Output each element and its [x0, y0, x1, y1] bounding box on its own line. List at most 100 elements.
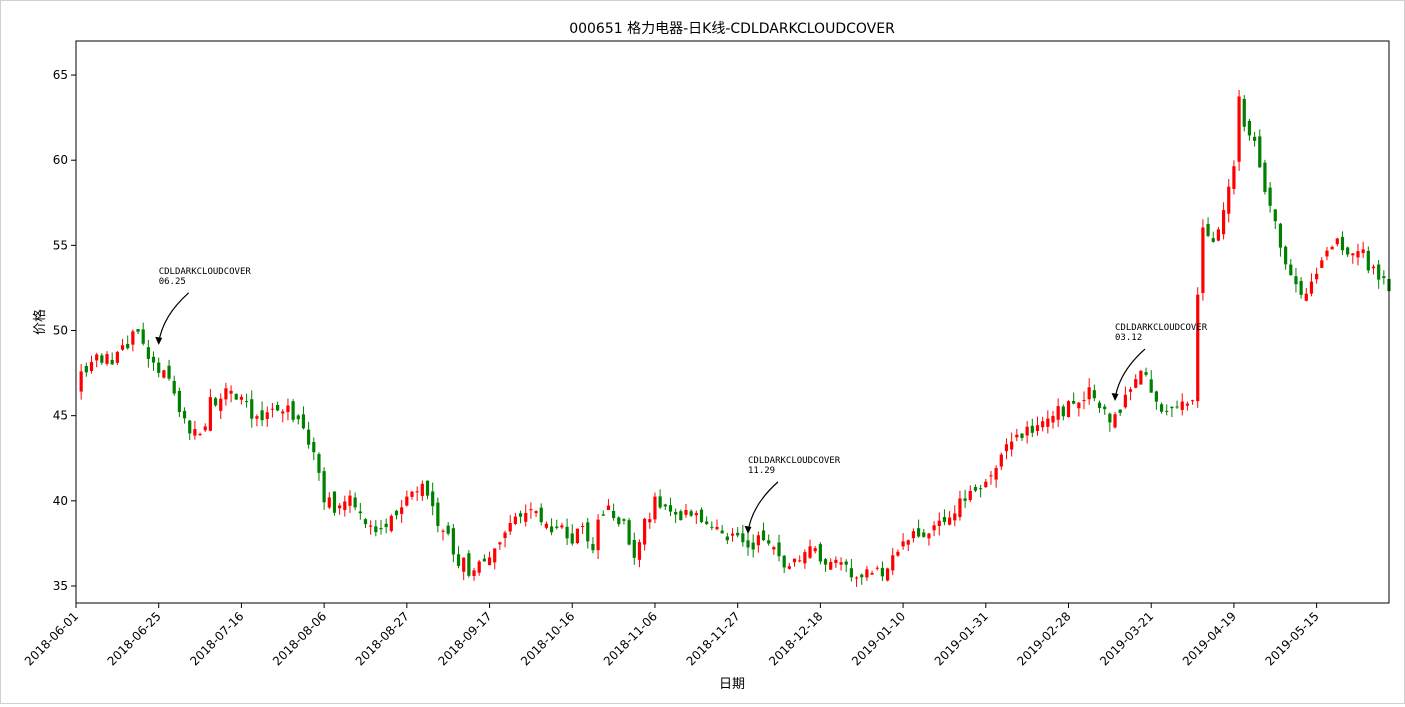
candle-body — [1227, 186, 1231, 214]
candle-body — [1304, 293, 1308, 301]
candle-body — [1237, 96, 1241, 162]
candle-body — [338, 505, 342, 509]
candle-body — [105, 354, 109, 364]
y-tick-label: 35 — [53, 579, 68, 593]
candle-body — [312, 442, 316, 453]
candle-body — [787, 566, 791, 569]
candle-body — [911, 531, 916, 539]
candle-body — [932, 525, 936, 531]
candle-body — [1154, 391, 1158, 402]
x-tick-label: 2018-08-27 — [353, 609, 412, 668]
candle-body — [906, 540, 910, 545]
candle-body — [1258, 136, 1262, 168]
candle-body — [487, 557, 492, 566]
candle-body — [1077, 402, 1081, 409]
candle-body — [999, 454, 1003, 467]
candle-body — [1206, 223, 1210, 236]
candle-body — [95, 354, 99, 361]
candle-body — [518, 513, 523, 517]
x-tick-label: 2018-12-18 — [766, 609, 825, 668]
candle-body — [482, 558, 486, 562]
candle-body — [379, 528, 383, 530]
candle-body — [1108, 413, 1112, 423]
candle-body — [291, 401, 295, 420]
candle-body — [648, 519, 652, 523]
candle-body — [849, 568, 853, 578]
candle-body — [420, 483, 424, 496]
candle-body — [1061, 406, 1065, 417]
candle-body — [219, 398, 223, 411]
candle-body — [451, 528, 455, 555]
candle-body — [498, 542, 502, 545]
candle-body — [653, 496, 657, 520]
candle-body — [658, 496, 662, 508]
candle-body — [198, 434, 202, 436]
y-tick-label: 50 — [53, 324, 68, 338]
candle-body — [89, 362, 94, 372]
candle-body — [1340, 236, 1345, 251]
annotation-arrow — [747, 481, 779, 532]
candle-body — [172, 380, 176, 394]
candle-body — [1289, 264, 1293, 276]
candle-body — [286, 405, 290, 412]
candle-body — [880, 567, 885, 577]
candle-body — [865, 569, 869, 578]
x-tick-label: 2018-11-06 — [601, 609, 660, 668]
y-tick-label: 40 — [53, 494, 68, 508]
candle-body — [1315, 273, 1319, 280]
candle-body — [157, 362, 161, 373]
candle-body — [637, 542, 642, 560]
candle-body — [834, 559, 838, 564]
x-tick-label: 2019-05-15 — [1263, 609, 1322, 668]
candle-body — [1211, 238, 1215, 242]
candle-body — [1139, 370, 1143, 385]
annotation-date: 06.25 — [159, 277, 186, 287]
y-tick-label: 65 — [53, 68, 68, 82]
candle-body — [1025, 426, 1029, 436]
x-axis: 2018-06-01 2018-06-25 2018-07-16 2018-08-06… — [22, 603, 1322, 668]
candle-body — [803, 552, 807, 564]
candle-body — [839, 562, 843, 565]
candle-body — [431, 491, 435, 507]
candle-body — [1330, 246, 1334, 250]
candle-body — [622, 519, 626, 521]
candle-body — [1066, 401, 1071, 418]
candle-body — [322, 471, 326, 503]
candle-body — [875, 567, 879, 569]
candle-body — [441, 530, 445, 532]
candle-body — [348, 495, 352, 506]
candle-body — [1221, 210, 1226, 235]
annotation-arrowhead — [744, 525, 752, 534]
candle-body — [715, 526, 719, 530]
x-tick-label: 2018-06-01 — [22, 609, 81, 668]
candle-body — [79, 371, 83, 392]
candle-body — [182, 410, 187, 419]
candle-body — [1118, 409, 1122, 413]
candle-body — [1325, 250, 1329, 257]
candle-body — [1015, 434, 1019, 438]
candle-body — [1284, 246, 1288, 265]
x-tick-label: 2019-03-21 — [1097, 609, 1156, 668]
candle-body — [146, 347, 150, 359]
candle-body — [792, 558, 797, 563]
candle-body — [508, 523, 512, 532]
candle-body — [782, 555, 786, 568]
candle-body — [524, 512, 528, 522]
candle-body — [1252, 136, 1257, 141]
candle-body — [596, 519, 600, 551]
candle-body — [141, 329, 145, 344]
x-tick-label: 2018-11-27 — [684, 609, 743, 668]
candle-body — [674, 511, 678, 515]
candle-body — [612, 510, 616, 519]
candle-body — [126, 343, 130, 349]
candle-body — [808, 546, 812, 558]
candle-body — [1216, 229, 1221, 241]
candle-body — [694, 513, 698, 516]
candle-body — [250, 399, 254, 419]
candle-body — [1165, 410, 1169, 412]
candle-body — [394, 510, 399, 516]
candle-body — [120, 345, 125, 350]
annotation-label: CDLDARKCLOUDCOVER — [748, 456, 841, 466]
candle-body — [922, 532, 926, 537]
